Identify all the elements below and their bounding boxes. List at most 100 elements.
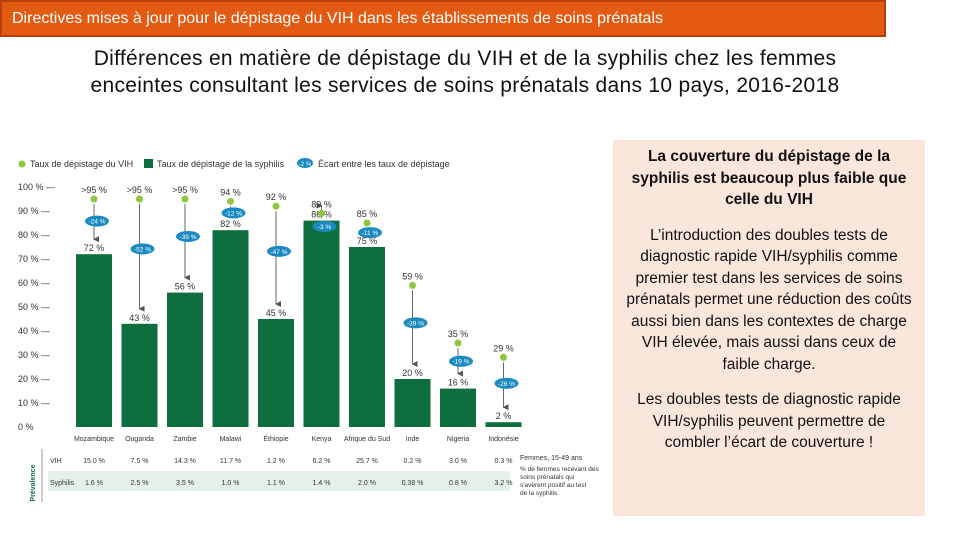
syphilis-value-label: 45 % (266, 308, 287, 318)
hiv-value-label: 85 % (357, 209, 378, 219)
gap-value-label: -26 % (498, 381, 515, 388)
hiv-value-label: 59 % (402, 271, 423, 281)
hiv-value-label: 89 % (311, 199, 332, 209)
gap-value-label: -24 % (89, 219, 106, 226)
gap-badge (494, 377, 519, 389)
y-tick-label: 10 % — (18, 398, 50, 408)
syphilis-value-label: 75 % (357, 236, 378, 246)
hiv-value-label: 35 % (448, 329, 469, 339)
y-tick-label: 20 % — (18, 374, 50, 384)
category-label: Ouganda (125, 436, 154, 443)
category-label: Zambie (173, 436, 196, 443)
syphilis-bar (485, 422, 522, 427)
prevalence-cell: 1.2 % (267, 458, 285, 465)
gap-badge (267, 245, 291, 257)
syphilis-value-label: 2 % (496, 411, 512, 421)
syphilis-value-label: 20 % (402, 368, 423, 378)
gap-value-label: -47 % (271, 249, 288, 256)
gap-badge (403, 317, 428, 329)
category-label: Inde (406, 436, 420, 443)
legend-syphilis-swatch-icon (144, 159, 153, 168)
prevalence-cell: 2.0 % (358, 480, 376, 487)
subtitle-line-2: enceintes consultant les services de soi… (90, 74, 840, 97)
legend-gap-badge-text: -2 % (299, 162, 312, 168)
prevalence-section-label: Prévalence (30, 464, 37, 501)
prevalence-cell: 0.2 % (404, 458, 422, 465)
syphilis-value-label: 43 % (129, 313, 150, 323)
y-tick-label: 40 % — (18, 326, 50, 336)
y-tick-label: 0 % (18, 422, 34, 432)
prevalence-cell: 15.0 % (83, 458, 105, 465)
syphilis-bar (440, 388, 476, 427)
prevalence-cell: 0.38 % (402, 480, 424, 487)
y-tick-label: 50 % — (18, 302, 50, 312)
hiv-dot (227, 197, 234, 205)
prevalence-cell: 14.3 % (174, 458, 196, 465)
gap-badge (358, 227, 382, 239)
hiv-value-label: >95 % (172, 185, 198, 195)
prevalence-cell: 1.4 % (313, 480, 331, 487)
legend-gap-badge-icon (297, 158, 313, 168)
syphilis-bar (258, 319, 294, 427)
category-label: Mozambique (74, 436, 114, 443)
hiv-dot (318, 209, 325, 217)
y-tick-label: 100 % — (18, 182, 55, 192)
prevalence-cell: 11.7 % (220, 458, 241, 465)
y-tick-label: 90 % — (18, 206, 50, 216)
gap-badge (221, 207, 246, 219)
syphilis-value-label: 82 % (220, 219, 241, 229)
hiv-dot (500, 353, 507, 361)
prevalence-cell: 1.6 % (85, 480, 103, 487)
subtitle-line-1: Différences en matière de dépistage du V… (93, 47, 837, 70)
info-box: La couverture du dépistage de la syphili… (613, 140, 925, 516)
prevalence-cell: 0.8 % (449, 480, 467, 487)
syphilis-value-label: 72 % (84, 243, 105, 253)
hiv-dot (454, 339, 462, 347)
hiv-dot (272, 202, 280, 210)
gap-badge (130, 243, 155, 255)
gap-value-label: -3 % (318, 224, 332, 231)
legend-syphilis-label: Taux de dépistage de la syphilis (157, 159, 285, 169)
hiv-value-label: 94 % (220, 187, 241, 197)
category-label: Kenya (312, 436, 332, 443)
gap-value-label: -11 % (362, 230, 379, 237)
hiv-dot (136, 195, 143, 203)
y-tick-label: 30 % — (18, 350, 50, 360)
gap-value-label: -39 % (180, 234, 197, 241)
prevalence-note-line: de la syphilis (520, 490, 558, 497)
prevalence-note-line: s'avèrent positif au test (520, 482, 586, 489)
syphilis-bar (167, 292, 203, 427)
syphilis-bar (349, 247, 385, 427)
prevalence-cell: 2.5 % (131, 480, 149, 487)
category-label: Nigeria (447, 436, 469, 443)
syphilis-bar (76, 254, 112, 427)
prevalence-cell: 25.7 % (356, 458, 378, 465)
prevalence-row-label: VIH (50, 458, 62, 465)
category-label: Malawi (220, 436, 242, 443)
hiv-syphilis-chart: Taux de dépistage du VIH Taux de dépistag… (18, 158, 600, 502)
hiv-dot (90, 195, 98, 203)
info-box-paragraph-1: La couverture du dépistage de la syphili… (631, 148, 907, 208)
category-label: Éthiopie (263, 434, 288, 443)
y-tick-label: 60 % — (18, 278, 50, 288)
syphilis-bar (303, 220, 340, 427)
hiv-dot (363, 219, 371, 227)
hiv-value-label: >95 % (127, 185, 153, 195)
prevalence-cell: 1.1 % (267, 480, 285, 487)
prevalence-row-label: Syphilis (50, 480, 75, 487)
hiv-value-label: 92 % (266, 192, 287, 202)
prevalence-cell: 6.2 % (313, 458, 331, 465)
header-bar: Directives mises à jour pour le dépistag… (0, 0, 886, 37)
legend-gap-label: Écart entre les taux de dépistage (318, 159, 450, 169)
hiv-value-label: 29 % (493, 343, 514, 353)
legend-hiv-dot-icon (18, 160, 26, 168)
gap-badge (85, 215, 109, 227)
syphilis-value-label: 56 % (175, 282, 196, 292)
gap-value-label: -12 % (225, 210, 242, 217)
prevalence-header-label: Femmes, 15-49 ans (520, 455, 583, 462)
hiv-dot (409, 281, 416, 289)
gap-value-label: -52 % (134, 246, 151, 253)
legend-hiv-label: Taux de dépistage du VIH (30, 159, 133, 169)
info-box-paragraph-2: L’introduction des doubles tests de diag… (626, 226, 912, 373)
y-tick-label: 80 % — (18, 230, 50, 240)
